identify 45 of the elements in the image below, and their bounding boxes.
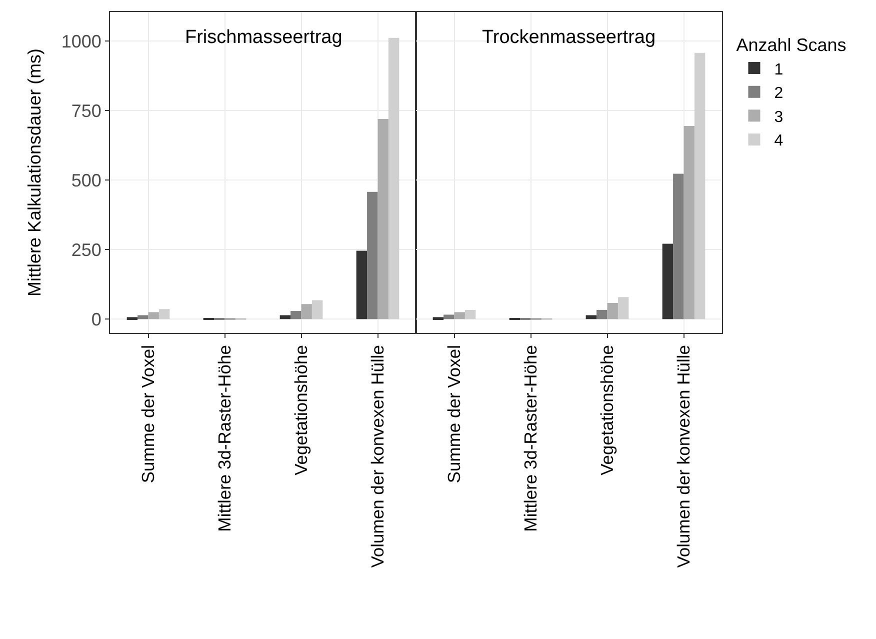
bar [662, 244, 674, 320]
bar [378, 119, 388, 320]
legend-label: 4 [774, 132, 784, 150]
legend-title: Anzahl Scans [736, 35, 846, 56]
bar [158, 309, 170, 320]
bar [148, 312, 159, 320]
x-tick-label: Summe der Voxel [444, 345, 464, 484]
legend-label: 1 [774, 61, 784, 78]
bar [432, 317, 444, 320]
y-tick-label: 750 [71, 100, 102, 121]
x-tick-label: Volumen der konvexen Hülle [673, 345, 694, 568]
bar [290, 311, 302, 320]
legend-label: 3 [774, 108, 784, 126]
bar [694, 52, 706, 320]
bar [444, 314, 454, 320]
bar [367, 192, 378, 320]
bar [138, 315, 148, 320]
bar [684, 126, 694, 320]
y-tick-label: 250 [71, 240, 102, 260]
x-tick-label: Summe der Voxel [138, 345, 158, 484]
bar [586, 315, 597, 320]
bar [126, 317, 138, 320]
bar [464, 310, 476, 320]
y-tick-label: 1000 [61, 31, 102, 52]
x-tick-label: Volumen der konvexen Hülle [367, 345, 388, 568]
bar [607, 302, 618, 320]
y-axis-title: Mittlere Kalkulationsdauer (ms) [24, 48, 45, 297]
bar [596, 310, 608, 320]
bar [301, 304, 312, 320]
bar [388, 38, 400, 320]
bar [454, 312, 465, 320]
x-tick-label: Mittlere 3d-Raster-Höhe [214, 345, 234, 532]
x-tick-label: Mittlere 3d-Raster-Höhe [520, 345, 540, 532]
bar [280, 315, 291, 320]
text: Trockenmasseertrag [482, 27, 656, 48]
bar [312, 300, 323, 320]
y-tick-label: 0 [91, 309, 102, 330]
y-tick-label: 500 [71, 170, 102, 190]
bar [356, 250, 368, 320]
x-tick-label: Vegetationshöhe [596, 345, 617, 476]
bar [673, 174, 684, 320]
legend-label: 2 [774, 85, 784, 102]
bar [618, 297, 629, 320]
x-tick-label: Vegetationshöhe [290, 345, 311, 476]
text: Frischmasseertrag [185, 27, 342, 48]
